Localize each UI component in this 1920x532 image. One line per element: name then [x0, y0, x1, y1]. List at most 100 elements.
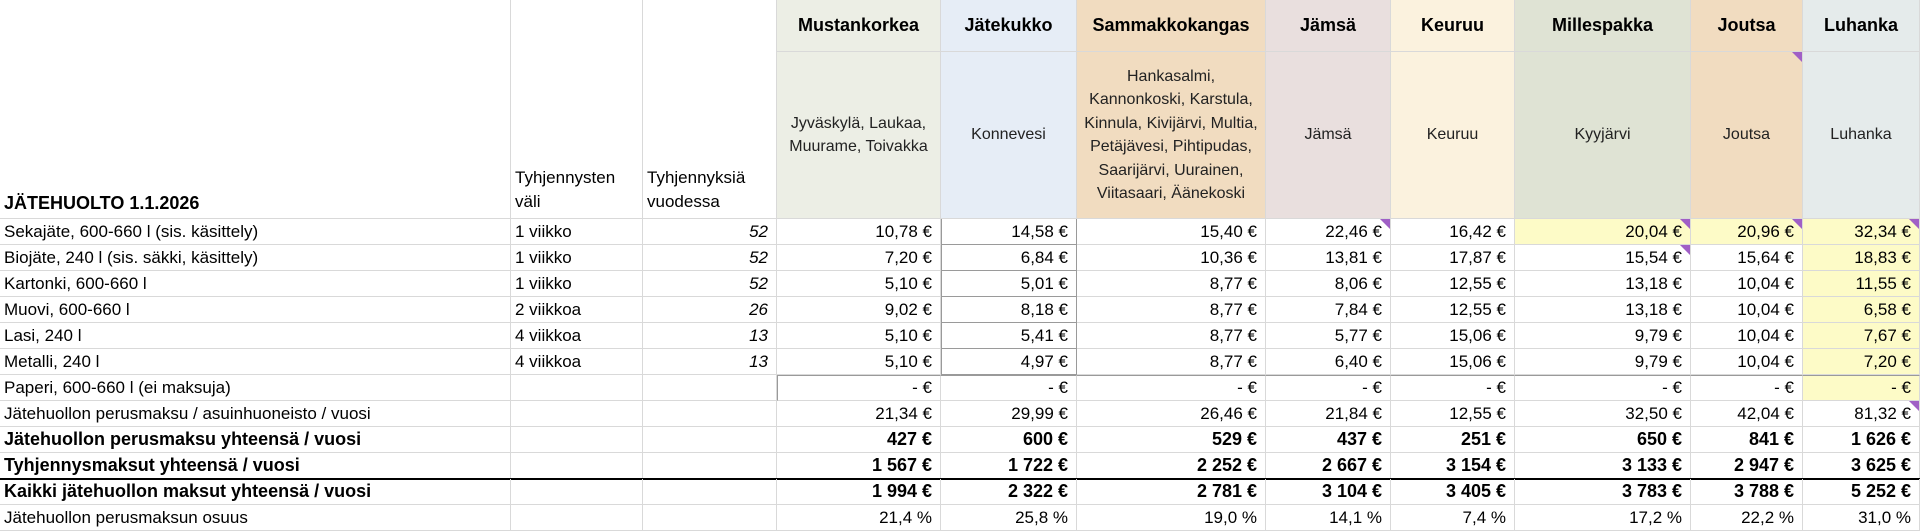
summary-value-cell[interactable]: 600 €: [941, 427, 1077, 453]
interval-column-header[interactable]: Tyhjennysten väli: [511, 0, 643, 219]
price-cell[interactable]: 6,84 €: [941, 245, 1077, 271]
price-cell[interactable]: 7,20 €: [777, 245, 941, 271]
price-cell[interactable]: 13,18 €: [1515, 297, 1691, 323]
price-cell[interactable]: 9,79 €: [1515, 349, 1691, 375]
price-cell[interactable]: 9,79 €: [1515, 323, 1691, 349]
price-cell[interactable]: 13,18 €: [1515, 271, 1691, 297]
summary-value-cell[interactable]: 1 567 €: [777, 453, 941, 479]
summary-value-cell[interactable]: 3 405 €: [1391, 479, 1515, 505]
share-value-cell[interactable]: 21,4 %: [777, 505, 941, 531]
summary-value-cell[interactable]: 3 104 €: [1266, 479, 1391, 505]
empty-cell[interactable]: [511, 427, 643, 453]
price-cell[interactable]: - €: [1691, 375, 1803, 401]
price-cell[interactable]: 22,46 €: [1266, 219, 1391, 245]
comment-marker-icon[interactable]: [1909, 219, 1919, 229]
summary-value-cell[interactable]: 2 781 €: [1077, 479, 1266, 505]
price-cell[interactable]: 9,02 €: [777, 297, 941, 323]
summary-value-cell[interactable]: 2 322 €: [941, 479, 1077, 505]
price-cell[interactable]: 17,87 €: [1391, 245, 1515, 271]
price-cell[interactable]: 18,83 €: [1803, 245, 1920, 271]
price-cell[interactable]: 5,10 €: [777, 323, 941, 349]
comment-marker-icon[interactable]: [1680, 245, 1690, 255]
provider-municipalities-7[interactable]: Joutsa: [1691, 52, 1803, 219]
price-cell[interactable]: 11,55 €: [1803, 271, 1920, 297]
price-cell[interactable]: 15,06 €: [1391, 349, 1515, 375]
price-cell[interactable]: 81,32 €: [1803, 401, 1920, 427]
interval-cell[interactable]: 1 viikko: [511, 271, 643, 297]
price-cell[interactable]: 42,04 €: [1691, 401, 1803, 427]
share-value-cell[interactable]: 22,2 %: [1691, 505, 1803, 531]
provider-municipalities-8[interactable]: Luhanka: [1803, 52, 1920, 219]
summary-value-cell[interactable]: 2 252 €: [1077, 453, 1266, 479]
price-cell[interactable]: 8,77 €: [1077, 349, 1266, 375]
row-label[interactable]: Biojäte, 240 l (sis. säkki, käsittely): [0, 245, 511, 271]
empty-cell[interactable]: [511, 453, 643, 479]
price-cell[interactable]: 26,46 €: [1077, 401, 1266, 427]
provider-name-1[interactable]: Mustankorkea: [777, 0, 941, 52]
price-cell[interactable]: 10,04 €: [1691, 271, 1803, 297]
interval-cell[interactable]: 2 viikkoa: [511, 297, 643, 323]
summary-value-cell[interactable]: 1 722 €: [941, 453, 1077, 479]
share-value-cell[interactable]: 17,2 %: [1515, 505, 1691, 531]
summary-value-cell[interactable]: 2 947 €: [1691, 453, 1803, 479]
price-cell[interactable]: 15,54 €: [1515, 245, 1691, 271]
provider-name-4[interactable]: Jämsä: [1266, 0, 1391, 52]
price-cell[interactable]: 10,04 €: [1691, 323, 1803, 349]
price-cell[interactable]: 8,77 €: [1077, 271, 1266, 297]
summary-value-cell[interactable]: 3 133 €: [1515, 453, 1691, 479]
row-label[interactable]: Lasi, 240 l: [0, 323, 511, 349]
summary-value-cell[interactable]: 650 €: [1515, 427, 1691, 453]
price-cell[interactable]: - €: [1803, 375, 1920, 401]
price-cell[interactable]: 6,58 €: [1803, 297, 1920, 323]
count-cell[interactable]: 52: [643, 271, 777, 297]
provider-municipalities-5[interactable]: Keuruu: [1391, 52, 1515, 219]
empty-cell[interactable]: [643, 427, 777, 453]
count-cell[interactable]: [643, 401, 777, 427]
price-cell[interactable]: 10,04 €: [1691, 297, 1803, 323]
count-cell[interactable]: [643, 375, 777, 401]
share-value-cell[interactable]: 31,0 %: [1803, 505, 1920, 531]
provider-municipalities-6[interactable]: Kyyjärvi: [1515, 52, 1691, 219]
interval-cell[interactable]: 1 viikko: [511, 219, 643, 245]
share-value-cell[interactable]: 19,0 %: [1077, 505, 1266, 531]
provider-name-5[interactable]: Keuruu: [1391, 0, 1515, 52]
price-cell[interactable]: 32,50 €: [1515, 401, 1691, 427]
summary-value-cell[interactable]: 2 667 €: [1266, 453, 1391, 479]
price-cell[interactable]: - €: [1077, 375, 1266, 401]
price-cell[interactable]: 7,67 €: [1803, 323, 1920, 349]
provider-name-2[interactable]: Jätekukko: [941, 0, 1077, 52]
count-cell[interactable]: 13: [643, 323, 777, 349]
price-cell[interactable]: 10,04 €: [1691, 349, 1803, 375]
price-cell[interactable]: 5,10 €: [777, 349, 941, 375]
price-cell[interactable]: 15,64 €: [1691, 245, 1803, 271]
provider-name-3[interactable]: Sammakkokangas: [1077, 0, 1266, 52]
provider-municipalities-2[interactable]: Konnevesi: [941, 52, 1077, 219]
comment-marker-icon[interactable]: [1680, 219, 1690, 229]
price-cell[interactable]: 20,96 €: [1691, 219, 1803, 245]
price-cell[interactable]: 13,81 €: [1266, 245, 1391, 271]
summary-value-cell[interactable]: 5 252 €: [1803, 479, 1920, 505]
provider-name-8[interactable]: Luhanka: [1803, 0, 1920, 52]
provider-municipalities-4[interactable]: Jämsä: [1266, 52, 1391, 219]
count-cell[interactable]: 13: [643, 349, 777, 375]
summary-value-cell[interactable]: 529 €: [1077, 427, 1266, 453]
price-cell[interactable]: 32,34 €: [1803, 219, 1920, 245]
row-label[interactable]: Muovi, 600-660 l: [0, 297, 511, 323]
count-cell[interactable]: 52: [643, 219, 777, 245]
summary-value-cell[interactable]: 437 €: [1266, 427, 1391, 453]
row-label[interactable]: Jätehuollon perusmaksu / asuinhuoneisto …: [0, 401, 511, 427]
empty-cell[interactable]: [643, 479, 777, 505]
summary-value-cell[interactable]: 427 €: [777, 427, 941, 453]
summary-row-label[interactable]: Kaikki jätehuollon maksut yhteensä / vuo…: [0, 479, 511, 505]
summary-value-cell[interactable]: 3 625 €: [1803, 453, 1920, 479]
row-label[interactable]: Metalli, 240 l: [0, 349, 511, 375]
price-cell[interactable]: 8,77 €: [1077, 297, 1266, 323]
price-cell[interactable]: 5,77 €: [1266, 323, 1391, 349]
summary-value-cell[interactable]: 1 994 €: [777, 479, 941, 505]
count-column-header[interactable]: Tyhjennyksiä vuodessa: [643, 0, 777, 219]
interval-cell[interactable]: 1 viikko: [511, 245, 643, 271]
row-label[interactable]: Paperi, 600-660 l (ei maksuja): [0, 375, 511, 401]
price-cell[interactable]: 16,42 €: [1391, 219, 1515, 245]
price-cell[interactable]: 15,06 €: [1391, 323, 1515, 349]
price-cell[interactable]: 10,78 €: [777, 219, 941, 245]
